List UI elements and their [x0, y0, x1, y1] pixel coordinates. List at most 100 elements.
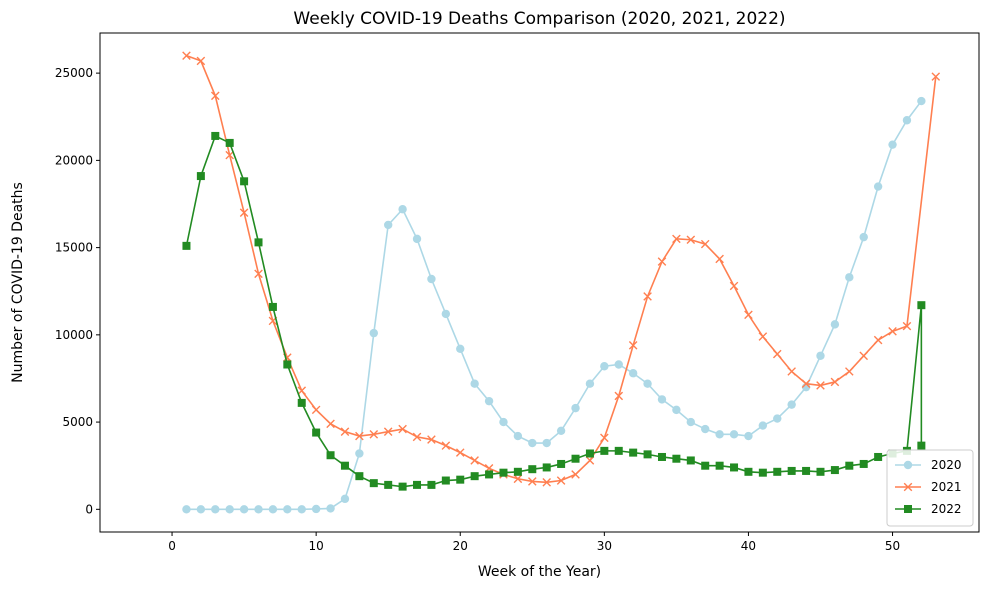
data-point-2021 — [830, 377, 840, 387]
data-point-2022 — [182, 241, 191, 250]
data-point-2020 — [283, 505, 292, 514]
data-point-2020 — [326, 504, 335, 513]
data-point-2021 — [801, 379, 811, 388]
data-point-2021 — [254, 269, 263, 279]
data-point-2020 — [311, 504, 321, 514]
legend-marker-2020 — [903, 460, 913, 470]
data-point-2020 — [398, 205, 407, 214]
y-axis-title: Number of COVID-19 Deaths — [10, 182, 26, 383]
data-point-2022 — [874, 452, 883, 461]
data-point-2021 — [340, 427, 350, 436]
data-point-2022 — [398, 482, 407, 491]
data-point-2022 — [485, 470, 494, 479]
data-point-2020 — [628, 369, 638, 378]
data-point-2020 — [859, 232, 868, 242]
data-point-2021 — [455, 448, 465, 457]
data-point-2021 — [297, 386, 307, 395]
data-point-2021 — [311, 405, 321, 415]
data-point-2020 — [412, 234, 422, 244]
data-point-2022 — [802, 466, 811, 475]
series-2020 — [182, 96, 926, 514]
data-point-2020 — [542, 438, 551, 448]
data-point-2020 — [816, 351, 825, 360]
data-point-2021 — [398, 424, 407, 434]
data-point-2021 — [859, 351, 869, 361]
plot-frame — [99, 32, 980, 533]
data-point-2021 — [513, 474, 523, 484]
data-point-2021 — [196, 56, 206, 66]
data-point-2021 — [931, 72, 941, 81]
data-point-2021 — [729, 281, 739, 291]
data-point-2021 — [787, 367, 796, 376]
data-point-2022 — [686, 456, 695, 465]
data-point-2021 — [672, 234, 681, 244]
data-point-2021 — [210, 91, 220, 101]
data-point-2022 — [845, 461, 854, 470]
legend: 2020 2021 2022 — [886, 449, 974, 527]
data-point-2020 — [528, 438, 537, 448]
data-point-2020 — [902, 116, 912, 125]
data-point-2020 — [369, 328, 378, 338]
data-point-2021 — [383, 427, 393, 436]
data-point-2021 — [845, 367, 854, 376]
data-point-2020 — [614, 360, 623, 369]
data-point-2022 — [917, 301, 926, 310]
data-point-2021 — [614, 391, 624, 401]
data-point-2021 — [528, 477, 537, 486]
data-point-2020 — [340, 494, 350, 504]
data-point-2020 — [917, 96, 926, 106]
data-point-2020 — [873, 182, 883, 191]
series-line-2021 — [186, 54, 937, 484]
data-point-2021 — [182, 51, 191, 60]
legend-label-2021: 2021 — [931, 480, 962, 494]
data-point-2020 — [513, 431, 523, 441]
data-point-2021 — [225, 150, 234, 160]
data-point-2020 — [758, 421, 768, 430]
data-point-2022 — [470, 472, 479, 481]
data-point-2020 — [499, 417, 508, 427]
data-point-2020 — [701, 424, 710, 434]
data-point-2021 — [326, 419, 335, 429]
data-point-2022 — [816, 467, 825, 476]
data-point-2020 — [773, 414, 782, 423]
data-point-2020 — [383, 220, 393, 230]
data-point-2022 — [513, 467, 522, 476]
data-point-2021 — [816, 381, 825, 390]
data-point-2021 — [239, 208, 249, 218]
data-point-2020 — [211, 505, 220, 514]
data-point-2022 — [859, 459, 868, 468]
data-point-2022 — [917, 441, 926, 450]
data-point-2021 — [758, 332, 768, 341]
legend-label-2020: 2020 — [931, 458, 962, 472]
data-point-2021 — [369, 429, 379, 439]
data-point-2022 — [254, 238, 263, 247]
data-point-2021 — [744, 310, 753, 320]
data-point-2022 — [629, 448, 638, 457]
data-point-2022 — [283, 360, 292, 369]
data-point-2022 — [268, 302, 277, 311]
data-point-2022 — [499, 468, 508, 477]
x-tick-label: 20 — [453, 539, 468, 553]
data-point-2022 — [600, 446, 609, 455]
data-point-2021 — [628, 341, 638, 350]
series-line-2022 — [185, 134, 923, 488]
data-point-2021 — [772, 349, 782, 359]
data-point-2020 — [600, 362, 609, 371]
data-point-2022 — [758, 468, 767, 477]
data-point-2022 — [355, 472, 364, 481]
data-point-2022 — [585, 449, 594, 458]
data-point-2022 — [240, 177, 249, 186]
series-2022 — [182, 131, 926, 491]
data-point-2022 — [715, 461, 724, 470]
data-point-2022 — [744, 467, 753, 476]
data-point-2020 — [355, 449, 364, 458]
legend-label-2022: 2022 — [931, 502, 962, 516]
data-point-2022 — [456, 475, 465, 484]
data-point-2021 — [873, 335, 883, 345]
data-point-2021 — [427, 435, 436, 444]
data-point-2022 — [441, 476, 450, 485]
data-point-2020 — [239, 505, 249, 514]
data-point-2020 — [556, 426, 566, 436]
data-point-2022 — [787, 466, 796, 475]
